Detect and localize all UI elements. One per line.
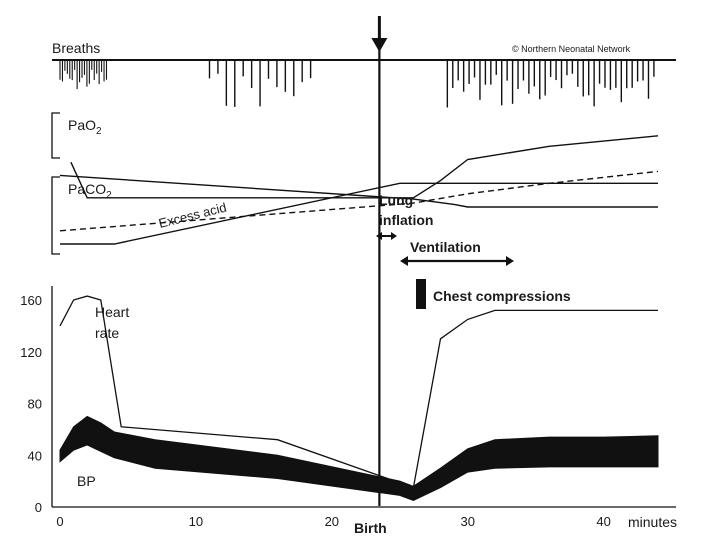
bp-band (59, 415, 659, 502)
paco2-descending-line (59, 174, 658, 208)
x-tick-label: 30 (460, 514, 474, 529)
excess-acid-label: Excess acid (157, 200, 228, 231)
lung-inflation-label-line2: inflation (379, 212, 433, 228)
pao2-line (70, 135, 659, 199)
y-tick-label: 120 (20, 345, 42, 360)
x-tick-label: 20 (325, 514, 339, 529)
y-tick-label: 160 (20, 293, 42, 308)
heart-rate-label-line1: Heart (95, 304, 129, 320)
ventilation-label: Ventilation (410, 239, 481, 255)
birth-arrowhead (371, 38, 388, 52)
lung-inflation-arrowhead-right (391, 232, 397, 240)
chest-compressions-bar (416, 279, 426, 309)
heart-rate-line (59, 295, 658, 489)
chest-compressions-label: Chest compressions (433, 288, 571, 304)
lung-inflation-label-line1: Lung (379, 192, 413, 208)
x-tick-label: 40 (596, 514, 610, 529)
breaths-label: Breaths (52, 40, 100, 56)
y-tick-label: 0 (35, 500, 42, 515)
pao2-label: PaO2 (68, 117, 102, 137)
y-axis: 0 40 80 120 160 (20, 293, 42, 515)
x-axis-unit-label: minutes (628, 514, 677, 530)
pao2-bracket (51, 112, 60, 159)
x-tick-label: 0 (56, 514, 63, 529)
bp-label: BP (77, 473, 96, 489)
paco2-dashed-line (59, 170, 659, 232)
x-axis: 0 10 20 30 40 (56, 514, 610, 529)
paco2-label: PaCO2 (68, 181, 112, 201)
x-tick-label: 10 (189, 514, 203, 529)
birth-label: Birth (354, 520, 387, 536)
excess-acid-line (60, 182, 658, 245)
ventilation-arrowhead-right (506, 256, 514, 266)
breath-ticks (59, 60, 655, 108)
ventilation-arrowhead-left (400, 256, 408, 266)
copyright-text: © Northern Neonatal Network (512, 44, 631, 54)
heart-rate-label-line2: rate (95, 325, 119, 341)
paco2-bracket (51, 176, 60, 255)
y-tick-label: 80 (28, 397, 42, 412)
y-tick-label: 40 (28, 448, 42, 463)
